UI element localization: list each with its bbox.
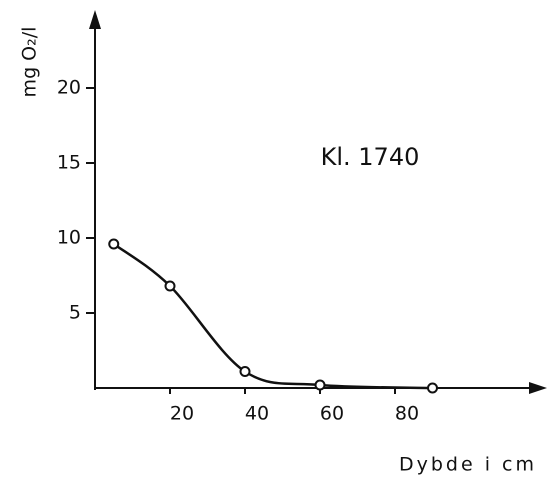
data-line bbox=[113, 242, 433, 390]
data-point bbox=[164, 280, 176, 292]
y-tick-label: 5 bbox=[69, 302, 81, 324]
x-tick-label: 20 bbox=[170, 403, 194, 425]
y-axis-label: mg O₂/l bbox=[19, 27, 41, 98]
y-axis-arrow bbox=[89, 10, 101, 29]
y-tick-label: 20 bbox=[57, 77, 81, 99]
data-point bbox=[314, 379, 326, 391]
y-tick-label: 10 bbox=[57, 227, 81, 249]
annotation: Kl. 1740 bbox=[321, 143, 420, 171]
x-tick-label: 60 bbox=[320, 403, 344, 425]
data-point bbox=[108, 238, 120, 250]
x-axis-arrow bbox=[529, 382, 547, 394]
y-tick-label: 15 bbox=[57, 152, 81, 174]
x-axis-label: Dybde i cm bbox=[399, 454, 537, 476]
data-point bbox=[427, 382, 438, 394]
x-tick-label: 80 bbox=[395, 403, 419, 425]
x-tick-label: 40 bbox=[245, 403, 269, 425]
data-point bbox=[239, 366, 251, 377]
